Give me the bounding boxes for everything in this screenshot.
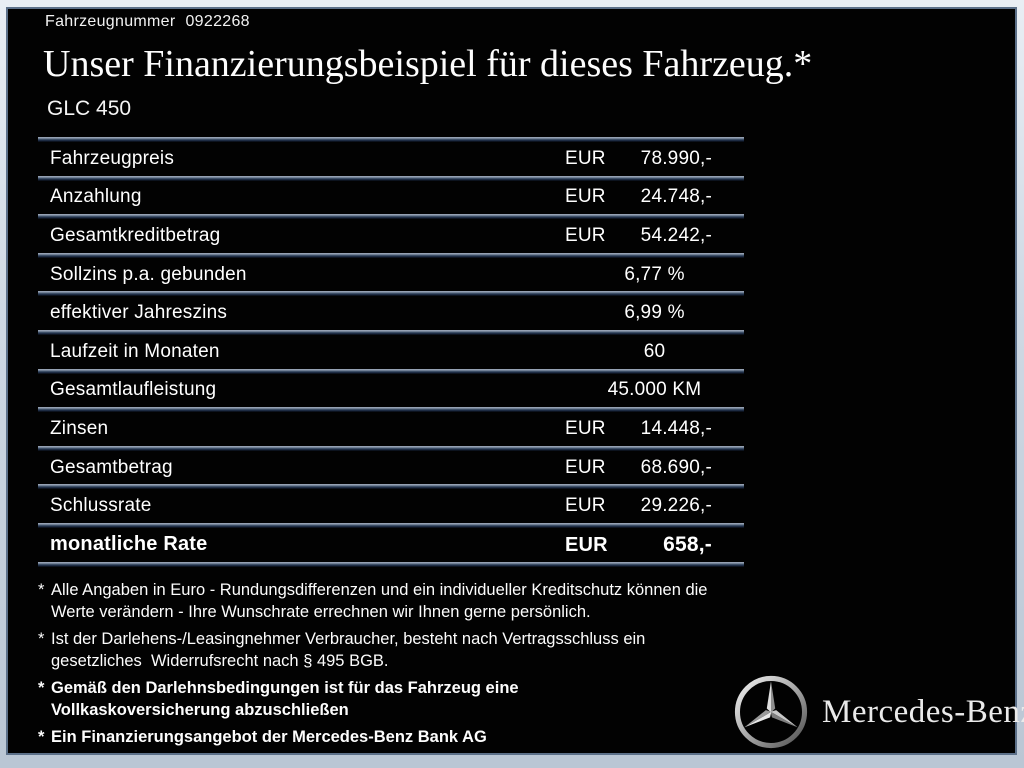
row-label: Gesamtkreditbetrag [50, 224, 221, 246]
row-label: Gesamtlaufleistung [50, 379, 217, 401]
currency-label: EUR [565, 224, 606, 246]
brand-wordmark: Mercedes-Benz [822, 693, 1024, 730]
row-label: monatliche Rate [50, 533, 208, 556]
row-value: EUR 54.242,- [565, 225, 744, 247]
row-amount: 68.690,- [640, 456, 712, 478]
currency-label: EUR [565, 417, 606, 439]
row-amount: 60 [643, 340, 666, 362]
table-row: Schlussrate EUR 29.226,- [38, 489, 744, 523]
row-divider [38, 407, 744, 413]
row-divider [38, 561, 744, 567]
table-row: Sollzins p.a. gebunden 6,77 % [38, 258, 744, 292]
row-amount: 6,99 % [624, 302, 685, 324]
footnote-text: Alle Angaben in Euro - Rundungsdifferenz… [51, 581, 708, 621]
row-label: Zinsen [50, 417, 109, 439]
row-label: Gesamtbetrag [50, 456, 173, 478]
row-label: Schlussrate [50, 495, 152, 517]
vehicle-model: GLC 450 [47, 97, 132, 120]
table-row: Gesamtkreditbetrag EUR 54.242,- [38, 219, 744, 253]
footnote-text: Gemäß den Darlehnsbedingungen ist für da… [51, 679, 519, 719]
table-row-monthly-rate: monatliche Rate EUR 658,- [38, 528, 744, 562]
row-value: 6,99 % [565, 302, 744, 324]
row-label: effektiver Jahreszins [50, 302, 228, 324]
row-value: EUR 24.748,- [565, 186, 744, 208]
table-row: Gesamtlaufleistung 45.000 KM [38, 374, 744, 408]
footnote: * Gemäß den Darlehnsbedingungen ist für … [38, 678, 752, 721]
mercedes-star-icon [734, 675, 808, 749]
row-amount: 6,77 % [624, 263, 685, 285]
row-amount: 45.000 KM [607, 379, 702, 401]
table-row: effektiver Jahreszins 6,99 % [38, 296, 744, 330]
row-divider [38, 329, 744, 335]
row-divider [38, 137, 744, 142]
footnote-marker: * [38, 581, 45, 599]
row-value: EUR 29.226,- [565, 495, 744, 517]
footnote-text: Ein Finanzierungsangebot der Mercedes-Be… [51, 728, 487, 746]
currency-label: EUR [565, 533, 608, 556]
vehicle-number: Fahrzeugnummer 0922268 [45, 13, 250, 31]
row-value: 6,77 % [565, 264, 744, 286]
footnote-marker: * [38, 728, 45, 746]
table-row: Gesamtbetrag EUR 68.690,- [38, 451, 744, 485]
row-amount: 24.748,- [640, 186, 712, 208]
row-amount: 29.226,- [640, 495, 712, 517]
table-row: Zinsen EUR 14.448,- [38, 412, 744, 446]
row-divider [38, 445, 744, 451]
row-divider [38, 368, 744, 374]
finance-offer-page: Fahrzeugnummer 0922268 Unser Finanzierun… [6, 7, 1024, 755]
footnote-text: Ist der Darlehens-/Leasingnehmer Verbrau… [51, 630, 646, 670]
vehicle-number-value: 0922268 [185, 13, 250, 30]
footnote-marker: * [38, 630, 45, 648]
row-divider [38, 252, 744, 258]
row-value: EUR 68.690,- [565, 457, 744, 479]
row-amount: 78.990,- [640, 147, 712, 169]
row-label: Anzahlung [50, 186, 142, 208]
footnote: * Alle Angaben in Euro - Rundungsdiffere… [38, 580, 752, 623]
row-value: EUR 658,- [565, 533, 744, 557]
vehicle-number-label: Fahrzeugnummer [45, 13, 176, 30]
row-label: Sollzins p.a. gebunden [50, 263, 247, 285]
row-label: Laufzeit in Monaten [50, 340, 220, 362]
row-amount: 14.448,- [640, 417, 712, 439]
row-amount: 658,- [663, 532, 712, 556]
currency-label: EUR [565, 147, 606, 169]
row-value: 60 [565, 341, 744, 363]
row-value: 45.000 KM [565, 379, 744, 401]
table-row: Fahrzeugpreis EUR 78.990,- [38, 142, 744, 176]
row-amount: 54.242,- [640, 224, 712, 246]
row-label: Fahrzeugpreis [50, 147, 175, 169]
page-title: Unser Finanzierungsbeispiel für dieses F… [43, 43, 813, 85]
table-row: Anzahlung EUR 24.748,- [38, 181, 744, 215]
row-value: EUR 14.448,- [565, 418, 744, 440]
currency-label: EUR [565, 495, 606, 517]
row-divider [38, 214, 744, 220]
brand-logo: Mercedes-Benz [732, 673, 1024, 751]
row-divider [38, 291, 744, 297]
row-divider [38, 484, 744, 490]
row-divider [38, 175, 744, 181]
row-divider [38, 522, 744, 528]
currency-label: EUR [565, 186, 606, 208]
row-value: EUR 78.990,- [565, 148, 744, 170]
currency-label: EUR [565, 456, 606, 478]
footnote: * Ein Finanzierungsangebot der Mercedes-… [38, 727, 752, 749]
footnote: * Ist der Darlehens-/Leasingnehmer Verbr… [38, 629, 752, 672]
footnote-marker: * [38, 679, 45, 697]
finance-table: Fahrzeugpreis EUR 78.990,- Anzahlung EUR… [38, 137, 744, 567]
table-row: Laufzeit in Monaten 60 [38, 335, 744, 369]
footnotes: * Alle Angaben in Euro - Rundungsdiffere… [38, 580, 752, 755]
